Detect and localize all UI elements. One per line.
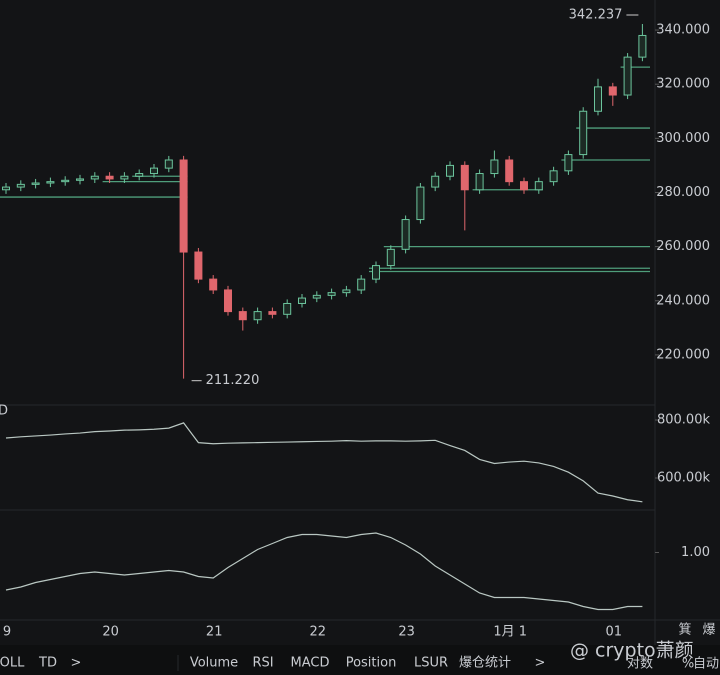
candle-body [594, 86, 602, 112]
y-tick-label: 600.00k [657, 471, 710, 486]
candle-body [298, 297, 306, 304]
candle-body [194, 251, 203, 280]
candle-body [90, 175, 99, 180]
y-tick-label: 220.000 [656, 347, 710, 362]
toolbar-item[interactable]: > [71, 656, 82, 671]
candle-body [327, 292, 336, 296]
candle-body [312, 294, 321, 299]
candle-body [475, 173, 484, 191]
x-tick-label: 01 [606, 625, 623, 640]
candle-body [150, 167, 158, 175]
pane-label: D [0, 404, 8, 419]
candle-body [61, 179, 70, 183]
candle-body [76, 178, 84, 181]
indicator-tab[interactable]: LSUR [414, 656, 448, 671]
candle-body [401, 219, 410, 250]
y-tick-label: 300.000 [656, 131, 710, 146]
toolbar-item[interactable]: OLL [0, 656, 25, 671]
y-tick-label: 1.00 [681, 545, 710, 560]
indicator-line [5, 422, 643, 503]
toolbar-item[interactable]: TD [38, 656, 57, 671]
candle-body [120, 175, 129, 180]
candle-body [549, 170, 558, 183]
candle-body [238, 311, 247, 321]
candle-body [16, 183, 25, 188]
candle-body [623, 56, 632, 96]
indicator-line [5, 532, 643, 611]
candle-body [638, 34, 647, 58]
indicator-tab[interactable]: > [535, 656, 546, 671]
indicator-tab[interactable]: 爆仓统计 [459, 656, 511, 671]
candle-body [342, 289, 351, 294]
watermark: @ crypto萧颜 [570, 640, 694, 662]
y-tick-label: 240.000 [656, 293, 710, 308]
candle-body [268, 311, 277, 315]
candle-body [386, 248, 395, 267]
candle-body [579, 110, 588, 156]
x-tick-label: 20 [102, 625, 119, 640]
candle-body [135, 173, 144, 177]
low-price-label: 211.220 [206, 373, 260, 388]
candle-body [283, 302, 292, 315]
y-tick-label: 800.00k [657, 412, 710, 427]
candle-body [357, 278, 366, 291]
toolbar-option[interactable]: 对数 [627, 657, 653, 672]
candle-body [416, 186, 425, 221]
high-price-label: 342.237 [569, 7, 623, 22]
candle-body [179, 159, 188, 253]
candle-body [520, 181, 528, 191]
indicator-tab[interactable]: Position [346, 656, 397, 671]
x-tick-label: 22 [310, 625, 327, 640]
candle-body [372, 265, 380, 280]
x-tick-label: 23 [398, 625, 415, 640]
candle-body [31, 182, 40, 185]
candle-body [164, 159, 173, 169]
candle-body [46, 181, 55, 184]
y-tick-label: 280.000 [656, 185, 710, 200]
candle-body [209, 278, 218, 291]
candle-body [224, 289, 232, 313]
indicator-tab[interactable]: RSI [252, 656, 273, 671]
candle-body [105, 175, 114, 180]
candle-body [431, 175, 440, 188]
x-tick-label: 9 [3, 625, 11, 640]
toolbar-option[interactable]: % [682, 657, 694, 672]
candle-body [608, 86, 617, 96]
candle-body [505, 159, 514, 183]
candle-body [460, 164, 469, 191]
side-tab[interactable]: 爆 [702, 623, 715, 638]
candle-body [490, 159, 499, 175]
toolbar-option[interactable]: 自动 [693, 657, 719, 672]
candle-body [253, 311, 262, 321]
y-tick-label: 340.000 [656, 23, 710, 38]
y-tick-label: 320.000 [656, 77, 710, 92]
x-tick-label: 21 [206, 625, 223, 640]
side-tab[interactable]: 箕 [678, 622, 691, 638]
candle-body [446, 164, 454, 177]
candle-body [534, 181, 543, 191]
x-tick-label: 1月 1 [493, 625, 527, 640]
indicator-tab[interactable]: Volume [190, 656, 238, 671]
candle-body [2, 186, 10, 191]
y-tick-label: 260.000 [656, 239, 710, 254]
indicator-tab[interactable]: MACD [291, 656, 330, 671]
toolbar [0, 645, 720, 675]
candle-body [564, 154, 573, 172]
